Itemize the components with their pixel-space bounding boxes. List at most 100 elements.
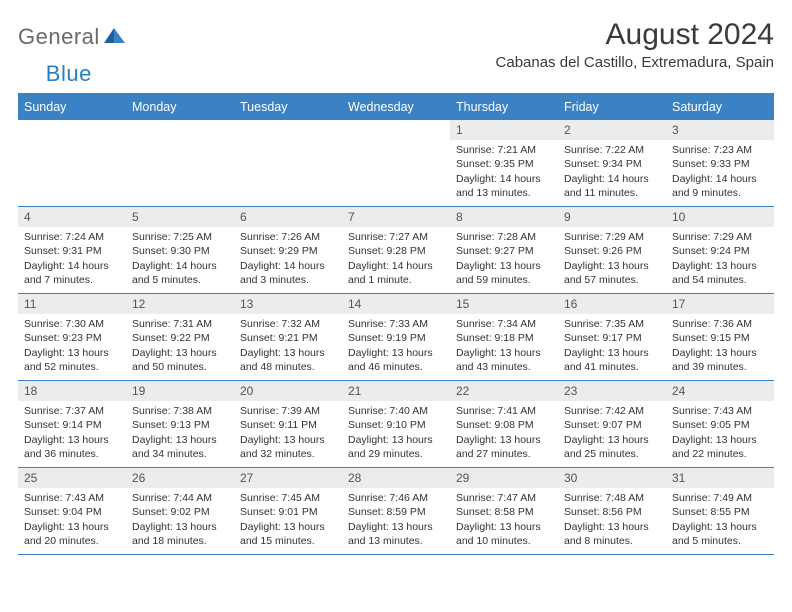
weekday-header-row: Sunday Monday Tuesday Wednesday Thursday… bbox=[18, 95, 774, 120]
day-sunrise: Sunrise: 7:29 AM bbox=[672, 230, 768, 244]
day-sunrise: Sunrise: 7:44 AM bbox=[132, 491, 228, 505]
day-number-row: 17 bbox=[666, 294, 774, 314]
day-number: 5 bbox=[132, 210, 139, 224]
day-sunrise: Sunrise: 7:46 AM bbox=[348, 491, 444, 505]
week-row: 25Sunrise: 7:43 AMSunset: 9:04 PMDayligh… bbox=[18, 468, 774, 555]
day-sunrise: Sunrise: 7:26 AM bbox=[240, 230, 336, 244]
day-cell: 22Sunrise: 7:41 AMSunset: 9:08 PMDayligh… bbox=[450, 381, 558, 467]
day-sunrise: Sunrise: 7:48 AM bbox=[564, 491, 660, 505]
day-number: 21 bbox=[348, 384, 361, 398]
day-sunset: Sunset: 9:33 PM bbox=[672, 157, 768, 171]
day-sunset: Sunset: 9:15 PM bbox=[672, 331, 768, 345]
day-daylight: Daylight: 13 hours and 50 minutes. bbox=[132, 346, 228, 374]
day-number: 10 bbox=[672, 210, 685, 224]
day-sunset: Sunset: 9:14 PM bbox=[24, 418, 120, 432]
day-cell: 24Sunrise: 7:43 AMSunset: 9:05 PMDayligh… bbox=[666, 381, 774, 467]
day-cell: 28Sunrise: 7:46 AMSunset: 8:59 PMDayligh… bbox=[342, 468, 450, 554]
day-number: 18 bbox=[24, 384, 37, 398]
day-sunset: Sunset: 9:02 PM bbox=[132, 505, 228, 519]
day-sunset: Sunset: 9:27 PM bbox=[456, 244, 552, 258]
day-cell: 21Sunrise: 7:40 AMSunset: 9:10 PMDayligh… bbox=[342, 381, 450, 467]
day-daylight: Daylight: 13 hours and 36 minutes. bbox=[24, 433, 120, 461]
day-daylight: Daylight: 13 hours and 18 minutes. bbox=[132, 520, 228, 548]
day-cell: 29Sunrise: 7:47 AMSunset: 8:58 PMDayligh… bbox=[450, 468, 558, 554]
day-number-row: 26 bbox=[126, 468, 234, 488]
day-sunset: Sunset: 9:35 PM bbox=[456, 157, 552, 171]
day-sunrise: Sunrise: 7:38 AM bbox=[132, 404, 228, 418]
day-cell: 18 Sunrise: 7:37 AMSunset: 9:14 PMDayligh… bbox=[18, 381, 126, 467]
day-number-row: 21 bbox=[342, 381, 450, 401]
week-row: 18Sunrise: 7:37 AMSunset: 9:14 PMDayligh… bbox=[18, 381, 774, 468]
day-number-row: 1 bbox=[450, 120, 558, 140]
day-number-row: 24 bbox=[666, 381, 774, 401]
logo: General bbox=[18, 18, 128, 50]
day-sunrise: Sunrise: 7:43 AM bbox=[672, 404, 768, 418]
day-cell: 16Sunrise: 7:35 AMSunset: 9:17 PMDayligh… bbox=[558, 294, 666, 380]
day-number: 17 bbox=[672, 297, 685, 311]
day-number: 12 bbox=[132, 297, 145, 311]
day-daylight: Daylight: 14 hours and 1 minute. bbox=[348, 259, 444, 287]
day-number-row: 27 bbox=[234, 468, 342, 488]
day-sunrise: Sunrise: 7:31 AM bbox=[132, 317, 228, 331]
day-sunset: Sunset: 9:26 PM bbox=[564, 244, 660, 258]
day-daylight: Daylight: 13 hours and 29 minutes. bbox=[348, 433, 444, 461]
calendar: Sunday Monday Tuesday Wednesday Thursday… bbox=[18, 93, 774, 555]
day-number: 15 bbox=[456, 297, 469, 311]
day-sunrise: Sunrise: 7:49 AM bbox=[672, 491, 768, 505]
day-sunrise: Sunrise: 7:41 AM bbox=[456, 404, 552, 418]
day-sunrise: Sunrise: 7:30 AM bbox=[24, 317, 120, 331]
day-sunset: Sunset: 9:13 PM bbox=[132, 418, 228, 432]
day-number: 7 bbox=[348, 210, 355, 224]
day-daylight: Daylight: 13 hours and 52 minutes. bbox=[24, 346, 120, 374]
day-number-row: 19 bbox=[126, 381, 234, 401]
day-sunrise: Sunrise: 7:29 AM bbox=[564, 230, 660, 244]
day-sunrise: Sunrise: 7:42 AM bbox=[564, 404, 660, 418]
day-number-row: 23 bbox=[558, 381, 666, 401]
day-daylight: Daylight: 13 hours and 57 minutes. bbox=[564, 259, 660, 287]
day-sunrise: Sunrise: 7:36 AM bbox=[672, 317, 768, 331]
day-daylight: Daylight: 13 hours and 22 minutes. bbox=[672, 433, 768, 461]
day-daylight: Daylight: 13 hours and 27 minutes. bbox=[456, 433, 552, 461]
day-cell: 7Sunrise: 7:27 AMSunset: 9:28 PMDaylight… bbox=[342, 207, 450, 293]
day-sunrise: Sunrise: 7:37 AM bbox=[24, 404, 120, 418]
day-number-row: 30 bbox=[558, 468, 666, 488]
day-daylight: Daylight: 13 hours and 25 minutes. bbox=[564, 433, 660, 461]
day-sunset: Sunset: 9:23 PM bbox=[24, 331, 120, 345]
week-row: 11Sunrise: 7:30 AMSunset: 9:23 PMDayligh… bbox=[18, 294, 774, 381]
weekday-sunday: Sunday bbox=[18, 95, 126, 120]
day-number: 16 bbox=[564, 297, 577, 311]
day-daylight: Daylight: 14 hours and 9 minutes. bbox=[672, 172, 768, 200]
day-cell: 17Sunrise: 7:36 AMSunset: 9:15 PMDayligh… bbox=[666, 294, 774, 380]
day-number-row: 10 bbox=[666, 207, 774, 227]
day-cell: 19Sunrise: 7:38 AMSunset: 9:13 PMDayligh… bbox=[126, 381, 234, 467]
day-number: 26 bbox=[132, 471, 145, 485]
weekday-tuesday: Tuesday bbox=[234, 95, 342, 120]
calendar-page: General August 2024 Cabanas del Castillo… bbox=[0, 0, 792, 555]
day-number-row: 13 bbox=[234, 294, 342, 314]
title-block: August 2024 Cabanas del Castillo, Extrem… bbox=[496, 18, 774, 71]
logo-text-blue: Blue bbox=[46, 61, 92, 87]
day-number: 20 bbox=[240, 384, 253, 398]
day-number-row: 14 bbox=[342, 294, 450, 314]
day-number-row: 20 bbox=[234, 381, 342, 401]
day-cell: 2Sunrise: 7:22 AMSunset: 9:34 PMDaylight… bbox=[558, 120, 666, 206]
day-daylight: Daylight: 13 hours and 8 minutes. bbox=[564, 520, 660, 548]
day-daylight: Daylight: 13 hours and 59 minutes. bbox=[456, 259, 552, 287]
day-sunrise: Sunrise: 7:39 AM bbox=[240, 404, 336, 418]
day-daylight: Daylight: 14 hours and 7 minutes. bbox=[24, 259, 120, 287]
weeks-container: 1Sunrise: 7:21 AMSunset: 9:35 PMDaylight… bbox=[18, 120, 774, 555]
day-number: 29 bbox=[456, 471, 469, 485]
day-number: 3 bbox=[672, 123, 679, 137]
day-daylight: Daylight: 13 hours and 15 minutes. bbox=[240, 520, 336, 548]
day-daylight: Daylight: 13 hours and 46 minutes. bbox=[348, 346, 444, 374]
day-cell: 20Sunrise: 7:39 AMSunset: 9:11 PMDayligh… bbox=[234, 381, 342, 467]
day-number-row: 8 bbox=[450, 207, 558, 227]
day-number: 23 bbox=[564, 384, 577, 398]
day-sunset: Sunset: 9:24 PM bbox=[672, 244, 768, 258]
day-sunrise: Sunrise: 7:25 AM bbox=[132, 230, 228, 244]
day-number-row: 3 bbox=[666, 120, 774, 140]
day-cell: 25Sunrise: 7:43 AMSunset: 9:04 PMDayligh… bbox=[18, 468, 126, 554]
day-cell: 31Sunrise: 7:49 AMSunset: 8:55 PMDayligh… bbox=[666, 468, 774, 554]
day-sunset: Sunset: 9:07 PM bbox=[564, 418, 660, 432]
day-number: 19 bbox=[132, 384, 145, 398]
